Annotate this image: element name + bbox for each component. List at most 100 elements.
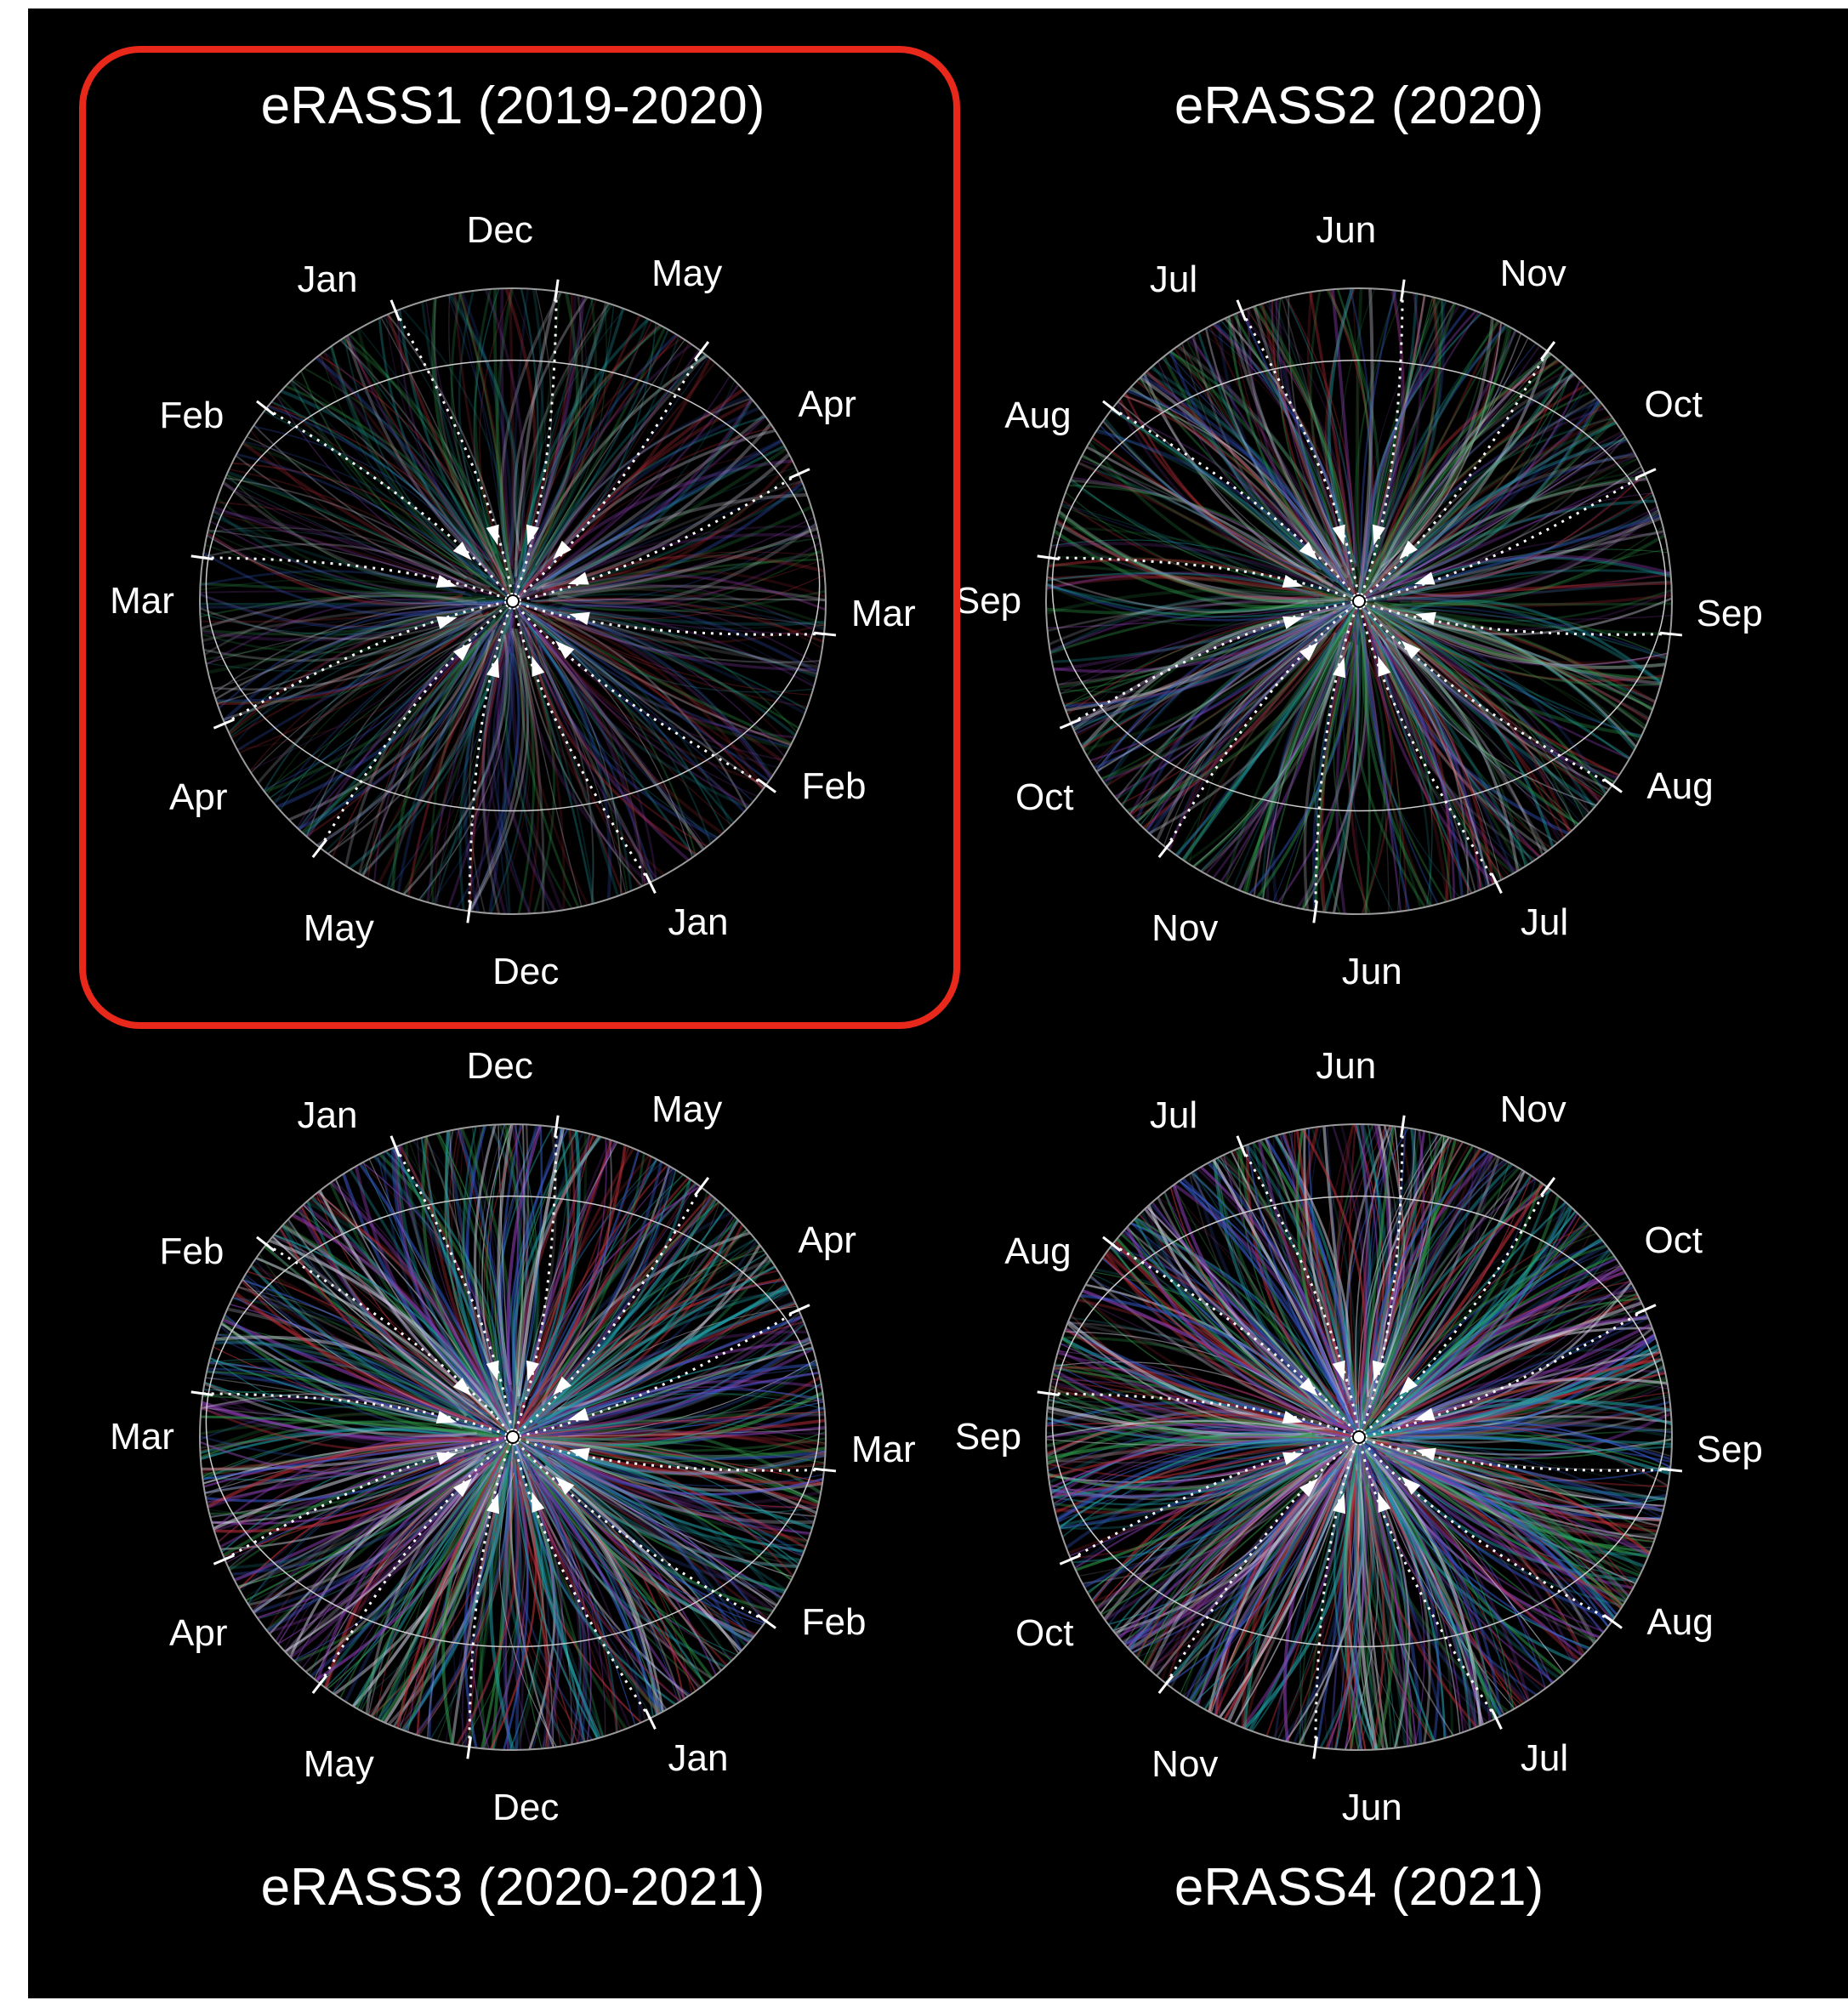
survey-streak xyxy=(1376,1447,1635,1618)
survey-streak xyxy=(1046,1361,1336,1430)
survey-streak xyxy=(208,1452,478,1562)
survey-streak xyxy=(1342,602,1402,914)
survey-streak xyxy=(1365,611,1530,884)
survey-streak xyxy=(316,623,498,866)
survey-streak xyxy=(532,1397,826,1436)
survey-streak xyxy=(1385,429,1640,587)
dotted-meridian xyxy=(1358,473,1646,603)
survey-streak xyxy=(1319,619,1362,914)
month-label: Sep xyxy=(1696,1429,1763,1471)
survey-streak xyxy=(200,1440,503,1517)
survey-streak xyxy=(517,288,562,570)
survey-streak xyxy=(1096,621,1322,802)
survey-streak xyxy=(1064,1291,1352,1435)
survey-streak xyxy=(514,1147,670,1434)
survey-streak xyxy=(340,320,496,577)
survey-streak xyxy=(463,636,520,914)
survey-streak xyxy=(516,424,792,599)
survey-streak xyxy=(1362,624,1427,914)
survey-streak xyxy=(1357,596,1672,695)
survey-streak xyxy=(200,500,482,589)
survey-streak xyxy=(424,288,509,588)
survey-streak xyxy=(1362,1437,1672,1508)
survey-streak xyxy=(1183,1158,1360,1438)
survey-streak xyxy=(394,611,509,909)
survey-streak xyxy=(1380,1465,1577,1686)
survey-streak xyxy=(391,1131,506,1413)
survey-streak xyxy=(543,404,778,582)
survey-streak xyxy=(465,1124,514,1431)
survey-streak xyxy=(521,567,826,620)
survey-streak xyxy=(1046,577,1345,618)
survey-streak xyxy=(1362,301,1496,597)
survey-streak xyxy=(376,301,511,594)
survey-streak xyxy=(441,598,515,914)
survey-streak xyxy=(520,1459,638,1742)
survey-streak xyxy=(536,554,826,599)
survey-streak xyxy=(1265,1124,1353,1401)
survey-streak xyxy=(303,345,486,563)
month-label: Apr xyxy=(169,1612,228,1655)
survey-streak xyxy=(1132,1437,1360,1677)
survey-streak xyxy=(518,1182,723,1431)
survey-streak xyxy=(558,1428,826,1437)
survey-streak xyxy=(1399,571,1672,600)
survey-streak xyxy=(555,1465,761,1655)
survey-streak xyxy=(1211,633,1345,896)
survey-streak xyxy=(1352,633,1436,914)
survey-streak xyxy=(560,606,826,636)
survey-streak xyxy=(200,581,503,602)
survey-streak xyxy=(531,1310,817,1431)
survey-streak xyxy=(1254,288,1351,555)
survey-streak xyxy=(504,1479,577,1750)
survey-streak xyxy=(1374,354,1578,586)
arrowhead-icon xyxy=(1282,1452,1304,1465)
survey-streak xyxy=(1197,1150,1356,1429)
month-label: Mar xyxy=(850,1429,916,1471)
survey-streak xyxy=(1379,351,1576,569)
survey-streak xyxy=(1133,360,1349,588)
survey-streak xyxy=(1377,1173,1556,1409)
survey-streak xyxy=(559,604,826,683)
survey-streak xyxy=(1114,614,1347,823)
survey-streak xyxy=(512,1124,587,1412)
survey-streak xyxy=(1358,1446,1391,1750)
survey-streak xyxy=(231,429,512,601)
survey-streak xyxy=(350,611,509,888)
survey-streak xyxy=(514,288,539,579)
survey-streak xyxy=(1373,590,1672,636)
arrowhead-icon xyxy=(526,524,539,546)
survey-streak xyxy=(514,384,762,602)
month-tick xyxy=(256,1236,276,1253)
survey-streak xyxy=(1235,296,1357,594)
survey-streak xyxy=(1098,1452,1335,1639)
survey-streak xyxy=(260,606,507,814)
survey-streak xyxy=(1241,293,1344,556)
survey-streak xyxy=(1335,615,1360,914)
survey-streak xyxy=(220,1284,501,1433)
month-tick xyxy=(788,468,810,480)
survey-streak xyxy=(1412,592,1672,607)
survey-streak xyxy=(1378,1136,1494,1404)
survey-streak xyxy=(1151,346,1334,576)
survey-streak xyxy=(1258,605,1359,914)
survey-streak xyxy=(1046,542,1345,599)
sky-map xyxy=(190,1115,837,1759)
survey-streak xyxy=(527,617,744,836)
survey-streak xyxy=(1364,616,1490,904)
survey-streak xyxy=(542,532,826,594)
survey-streak xyxy=(543,613,826,693)
survey-streak xyxy=(418,1124,511,1429)
survey-streak xyxy=(513,602,634,907)
survey-streak xyxy=(513,605,598,914)
survey-streak xyxy=(535,1481,694,1713)
survey-streak xyxy=(1060,602,1356,742)
survey-streak xyxy=(1366,1443,1629,1628)
survey-streak xyxy=(216,600,513,747)
survey-streak xyxy=(511,293,629,601)
month-tick xyxy=(813,631,837,637)
survey-streak xyxy=(512,1170,706,1439)
dotted-meridian xyxy=(468,600,515,912)
survey-streak xyxy=(281,629,492,838)
survey-streak xyxy=(200,498,510,604)
